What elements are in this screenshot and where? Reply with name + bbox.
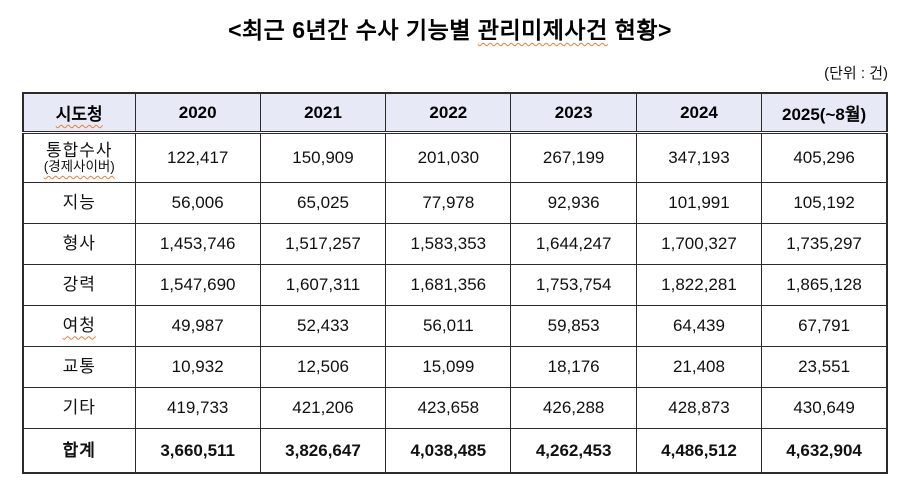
value-cell: 122,417 bbox=[134, 132, 261, 184]
table-header: 시도청 2020 2021 2022 2023 2024 2025(~8월) bbox=[22, 92, 888, 135]
table-row: 교통 10,932 12,506 15,099 18,176 21,408 23,551 bbox=[22, 346, 888, 389]
column-header-year: 2020 bbox=[134, 92, 261, 135]
value-cell: 59,853 bbox=[510, 305, 637, 348]
value-cell: 15,099 bbox=[385, 346, 512, 389]
unit-note: (단위 : 건) bbox=[824, 64, 888, 82]
row-label-cell: 형사 bbox=[22, 223, 136, 266]
value-cell: 4,038,485 bbox=[385, 428, 512, 474]
row-label: 합계 bbox=[62, 440, 96, 460]
value-cell: 426,288 bbox=[510, 387, 637, 430]
table-row: 기타 419,733 421,206 423,658 426,288 428,873 430… bbox=[22, 387, 888, 430]
table-row: 지능 56,006 65,025 77,978 92,936 101,991 105,192 bbox=[22, 182, 888, 225]
row-label-cell: 통합수사 (경제사이버) bbox=[22, 132, 136, 184]
value-cell: 1,583,353 bbox=[385, 223, 512, 266]
table-row: 통합수사 (경제사이버) 122,417 150,909 201,030 267,199 3… bbox=[22, 132, 888, 184]
column-header-label: 시도청 bbox=[55, 105, 103, 125]
value-cell: 52,433 bbox=[259, 305, 387, 348]
column-header-label: 2021 bbox=[304, 102, 342, 122]
row-label: 교통 bbox=[62, 357, 96, 377]
title-text-spellchecked: 관리미제사건 bbox=[477, 17, 608, 43]
value-cell: 56,006 bbox=[134, 182, 261, 225]
table-total-row: 합계 3,660,511 3,826,647 4,038,485 4,262,453 4,… bbox=[22, 428, 888, 474]
value-cell: 77,978 bbox=[385, 182, 512, 225]
value-cell: 201,030 bbox=[385, 132, 512, 184]
value-cell: 67,791 bbox=[761, 305, 888, 348]
value-cell: 4,262,453 bbox=[510, 428, 637, 474]
column-header-label: 2022 bbox=[429, 102, 468, 122]
column-header-year: 2025(~8월) bbox=[761, 92, 888, 135]
value-cell: 1,517,257 bbox=[259, 223, 387, 266]
value-cell: 1,453,746 bbox=[134, 223, 261, 266]
row-label-cell: 지능 bbox=[22, 182, 136, 225]
column-header-label: 2024 bbox=[680, 102, 718, 122]
row-label-cell: 교통 bbox=[22, 346, 136, 389]
value-cell: 10,932 bbox=[134, 346, 261, 389]
value-cell: 1,735,297 bbox=[761, 223, 888, 266]
column-header-region: 시도청 bbox=[22, 92, 136, 135]
column-header-year: 2022 bbox=[385, 92, 512, 135]
value-cell: 4,632,904 bbox=[761, 428, 888, 474]
value-cell: 3,826,647 bbox=[259, 428, 387, 474]
value-cell: 1,700,327 bbox=[635, 223, 763, 266]
value-cell: 1,644,247 bbox=[510, 223, 637, 266]
data-table: 시도청 2020 2021 2022 2023 2024 2025(~8월) 통합수사 (경제… bbox=[22, 91, 888, 474]
value-cell: 101,991 bbox=[635, 182, 763, 225]
row-label: 여청 bbox=[62, 316, 96, 336]
value-cell: 347,193 bbox=[635, 132, 763, 184]
value-cell: 428,873 bbox=[635, 387, 763, 430]
row-label-cell: 여청 bbox=[22, 305, 136, 348]
column-header-label: 2020 bbox=[178, 102, 217, 122]
column-header-year: 2024 bbox=[635, 92, 763, 135]
value-cell: 105,192 bbox=[761, 182, 888, 225]
column-header-year: 2023 bbox=[510, 92, 637, 135]
table-row: 강력 1,547,690 1,607,311 1,681,356 1,753,754 1,… bbox=[22, 264, 888, 307]
column-header-label: 2025(~8월) bbox=[781, 105, 867, 125]
column-header-year: 2021 bbox=[259, 92, 387, 135]
value-cell: 1,547,690 bbox=[134, 264, 261, 307]
value-cell: 1,681,356 bbox=[385, 264, 512, 307]
title-text-suffix: 현황> bbox=[607, 17, 672, 43]
row-label: 기타 bbox=[62, 398, 96, 418]
row-label: 형사 bbox=[62, 234, 96, 254]
column-header-label: 2023 bbox=[554, 102, 593, 122]
value-cell: 12,506 bbox=[259, 346, 387, 389]
value-cell: 421,206 bbox=[259, 387, 387, 430]
value-cell: 23,551 bbox=[761, 346, 888, 389]
value-cell: 150,909 bbox=[259, 132, 387, 184]
table-row: 형사 1,453,746 1,517,257 1,583,353 1,644,247 1,… bbox=[22, 223, 888, 266]
value-cell: 1,822,281 bbox=[635, 264, 763, 307]
value-cell: 430,649 bbox=[761, 387, 888, 430]
row-label: 통합수사 bbox=[45, 141, 113, 161]
value-cell: 21,408 bbox=[635, 346, 763, 389]
table-row: 여청 49,987 52,433 56,011 59,853 64,439 67,791 bbox=[22, 305, 888, 348]
value-cell: 64,439 bbox=[635, 305, 763, 348]
row-label: 지능 bbox=[62, 193, 96, 213]
value-cell: 56,011 bbox=[385, 305, 512, 348]
value-cell: 4,486,512 bbox=[635, 428, 763, 474]
value-cell: 49,987 bbox=[134, 305, 261, 348]
table-header-row: 시도청 2020 2021 2022 2023 2024 2025(~8월) bbox=[22, 92, 888, 135]
value-cell: 423,658 bbox=[385, 387, 512, 430]
value-cell: 1,865,128 bbox=[761, 264, 888, 307]
title-text-prefix: <최근 6년간 수사 기능별 bbox=[228, 17, 478, 43]
value-cell: 405,296 bbox=[761, 132, 888, 184]
row-label-cell: 합계 bbox=[22, 428, 136, 474]
value-cell: 1,607,311 bbox=[259, 264, 387, 307]
value-cell: 1,753,754 bbox=[510, 264, 637, 307]
row-label: 강력 bbox=[62, 275, 96, 295]
value-cell: 92,936 bbox=[510, 182, 637, 225]
value-cell: 267,199 bbox=[510, 132, 637, 184]
row-sublabel: (경제사이버) bbox=[43, 159, 115, 175]
value-cell: 3,660,511 bbox=[134, 428, 261, 474]
value-cell: 18,176 bbox=[510, 346, 637, 389]
row-label-cell: 강력 bbox=[22, 264, 136, 307]
table-body: 통합수사 (경제사이버) 122,417 150,909 201,030 267,199 3… bbox=[22, 132, 888, 474]
page-title: <최근 6년간 수사 기능별 관리미제사건 현황> bbox=[0, 16, 900, 46]
value-cell: 65,025 bbox=[259, 182, 387, 225]
row-label-cell: 기타 bbox=[22, 387, 136, 430]
value-cell: 419,733 bbox=[134, 387, 261, 430]
